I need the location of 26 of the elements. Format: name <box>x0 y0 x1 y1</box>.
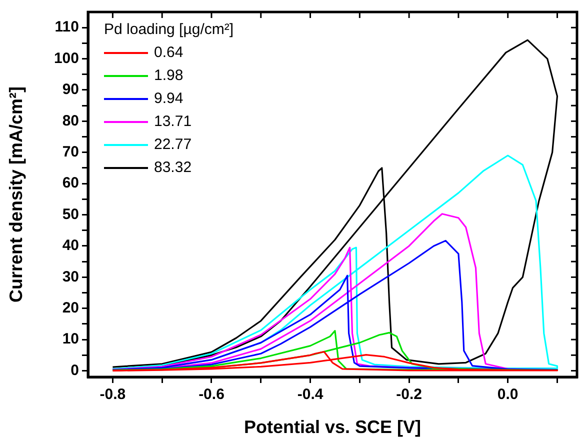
legend-label: 0.64 <box>154 43 184 63</box>
x-axis-title: Potential vs. SCE [V] <box>244 417 422 438</box>
y-tick-label: 0 <box>70 362 79 379</box>
y-tick-label: 60 <box>62 174 79 192</box>
x-tick-label: 0.0 <box>497 386 518 404</box>
y-tick-label: 40 <box>62 237 79 254</box>
y-axis-title: Current density [mA/cm²] <box>6 86 26 303</box>
legend-title: Pd loading [µg/cm²] <box>104 20 234 40</box>
y-tick-label: 80 <box>62 112 79 130</box>
y-tick-label: 20 <box>62 300 79 317</box>
y-tick-label: 10 <box>62 330 79 348</box>
y-tick-label: 110 <box>54 18 79 36</box>
x-tick-label: -0.6 <box>198 386 224 404</box>
x-tick-label: -0.8 <box>100 386 126 404</box>
legend-label: 9.94 <box>154 89 184 109</box>
legend-label: 83.32 <box>154 158 192 178</box>
y-tick-label: 90 <box>62 81 79 98</box>
legend-label: 22.77 <box>154 135 192 155</box>
y-tick-label: 50 <box>62 206 79 223</box>
y-tick-label: 70 <box>62 144 79 161</box>
legend-label: 13.71 <box>154 112 192 132</box>
y-tick-label: 100 <box>54 50 79 67</box>
x-tick-label: -0.2 <box>396 386 422 404</box>
legend-label: 1.98 <box>154 66 184 86</box>
y-tick-label: 30 <box>62 268 79 286</box>
x-tick-label: -0.4 <box>297 386 324 404</box>
